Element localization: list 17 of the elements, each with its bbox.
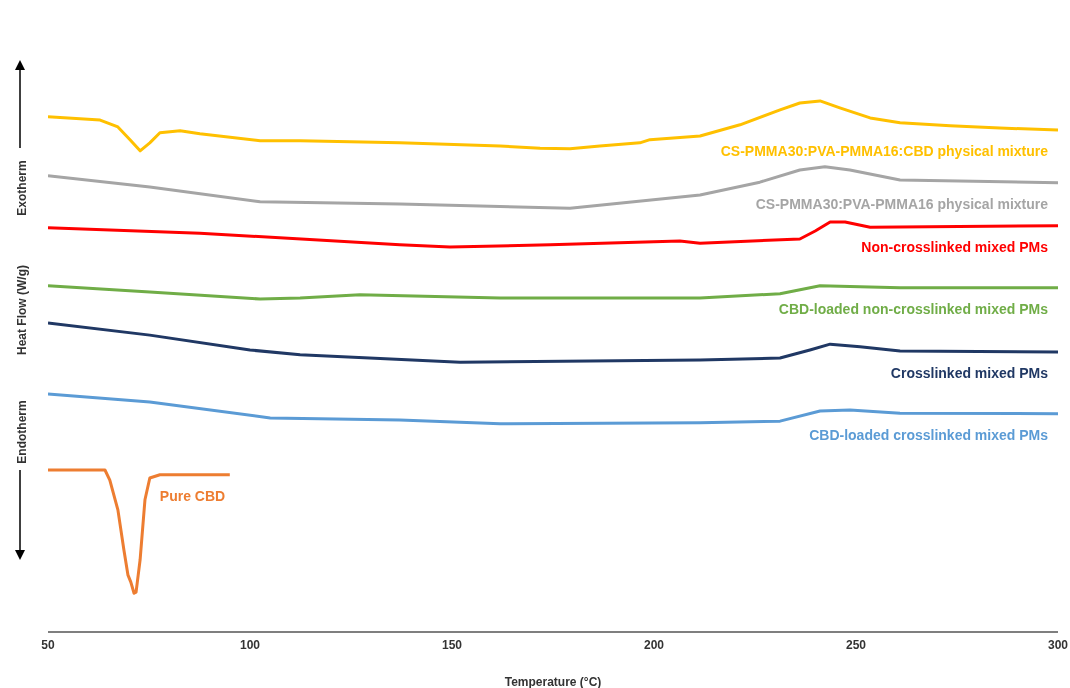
series-label: CBD-loaded non-crosslinked mixed PMs bbox=[778, 300, 1049, 317]
x-tick-label: 150 bbox=[441, 637, 463, 652]
x-tick-label: 200 bbox=[643, 637, 665, 652]
series-label: Pure CBD bbox=[159, 487, 226, 504]
x-tick-label: 100 bbox=[239, 637, 261, 652]
x-tick-label: 300 bbox=[1047, 637, 1069, 652]
x-tick-label: 250 bbox=[845, 637, 867, 652]
series-label: CS-PMMA30:PVA-PMMA16:CBD physical mixture bbox=[720, 143, 1049, 160]
series-label: CBD-loaded crosslinked mixed PMs bbox=[809, 426, 1049, 443]
y-axis-title: Heat Flow (W/g) bbox=[15, 265, 29, 355]
series-label: Non-crosslinked mixed PMs bbox=[861, 238, 1049, 255]
series-label: CS-PMMA30:PVA-PMMA16 physical mixture bbox=[755, 195, 1049, 212]
text: Endotherm bbox=[15, 400, 29, 464]
series-label: Crosslinked mixed PMs bbox=[890, 365, 1049, 382]
text: Exotherm bbox=[15, 160, 29, 216]
x-axis-title: Temperature (°C) bbox=[504, 675, 602, 688]
x-tick-label: 50 bbox=[41, 637, 55, 652]
